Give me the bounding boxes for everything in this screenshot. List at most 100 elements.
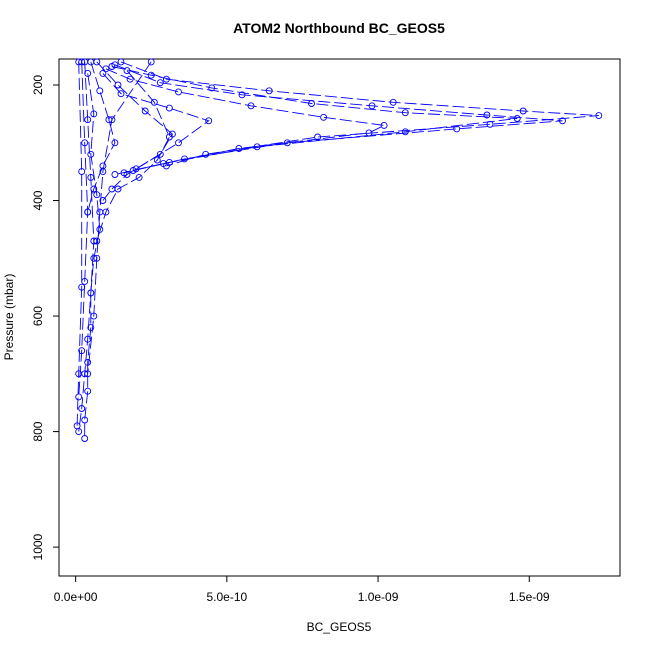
data-point (84, 69, 92, 77)
data-point (368, 102, 376, 110)
chart-title: ATOM2 Northbound BC_GEOS5 (233, 20, 445, 36)
data-point (99, 69, 107, 77)
x-tick-label: 1.0e-09 (358, 590, 399, 604)
data-point (84, 358, 92, 366)
profile-series (73, 58, 86, 430)
data-point (123, 171, 131, 178)
data-point (117, 90, 125, 98)
data-point (87, 289, 95, 297)
data-point (175, 88, 182, 96)
data-point (78, 168, 86, 176)
profile-series (102, 65, 388, 178)
profile-series (117, 58, 603, 170)
data-point (156, 79, 164, 87)
data-point (147, 71, 155, 79)
data-point (159, 160, 167, 168)
data-point (519, 107, 527, 115)
x-axis: 0.0e+00 5.0e-10 1.0e-09 1.5e-09 (54, 575, 550, 604)
data-point (150, 98, 158, 106)
data-point (78, 283, 86, 291)
profile-series (84, 58, 119, 216)
data-point (365, 129, 373, 137)
data-point (84, 370, 92, 378)
data-point (114, 185, 122, 193)
series-line (78, 61, 95, 432)
series-line (78, 61, 89, 397)
data-point (84, 116, 92, 124)
data-point (401, 109, 409, 117)
series-line (111, 66, 518, 174)
data-point (84, 387, 92, 395)
data-point (78, 347, 86, 355)
profile-series (75, 58, 92, 401)
data-point (513, 115, 521, 122)
data-point (81, 139, 89, 147)
data-point (108, 63, 116, 70)
data-point (87, 324, 95, 332)
data-point (90, 312, 98, 320)
profile-series (108, 63, 521, 177)
y-tick-label: 200 (31, 75, 45, 95)
x-tick-label: 5.0e-10 (206, 590, 247, 604)
series-line (120, 61, 599, 167)
data-point (205, 117, 213, 125)
data-point (380, 121, 388, 129)
data-point (75, 370, 83, 378)
y-tick-label: 800 (31, 421, 45, 441)
data-point (93, 237, 101, 245)
y-tick-label: 400 (31, 190, 45, 210)
data-point (235, 145, 243, 152)
data-point (147, 58, 155, 66)
data-point (320, 113, 328, 121)
data-point (483, 111, 491, 119)
series-line (102, 73, 210, 170)
data-point (75, 393, 83, 401)
data-point (153, 156, 161, 164)
y-tick-label: 1000 (31, 533, 45, 560)
data-series-layer (73, 58, 603, 442)
y-axis-label: Pressure (mbar) (2, 274, 16, 361)
y-tick-label: 600 (31, 306, 45, 326)
data-point (84, 335, 92, 343)
data-point (126, 75, 134, 83)
data-point (559, 117, 566, 125)
data-point (99, 168, 107, 176)
data-point (99, 197, 107, 204)
data-point (114, 81, 122, 89)
data-point (75, 58, 83, 66)
data-point (132, 165, 140, 173)
profile-series (84, 58, 155, 378)
series-line (96, 70, 170, 242)
series-line (105, 68, 386, 175)
data-point (87, 173, 95, 181)
data-point (90, 110, 98, 118)
data-point (165, 104, 173, 112)
data-point (175, 139, 182, 147)
series-line (114, 64, 563, 171)
profile-series (99, 69, 213, 173)
data-point (87, 150, 95, 158)
data-point (84, 208, 92, 216)
y-axis: 200 400 600 800 1000 (31, 75, 60, 560)
data-point (156, 150, 164, 158)
data-point (73, 422, 81, 430)
data-point (265, 87, 273, 95)
profile-series (75, 58, 98, 436)
x-tick-label: 0.0e+00 (54, 590, 98, 604)
data-point (238, 91, 246, 99)
profile-series (93, 58, 176, 204)
x-axis-label: BC_GEOS5 (307, 620, 372, 634)
data-point (111, 171, 119, 178)
data-point (93, 191, 101, 199)
data-point (165, 133, 173, 141)
series-line (76, 61, 83, 426)
data-point (308, 100, 315, 107)
data-point (102, 208, 110, 216)
data-point (202, 150, 210, 158)
data-point (111, 139, 119, 147)
data-point (96, 87, 104, 95)
x-tick-label: 1.5e-09 (509, 590, 550, 604)
series-line (87, 61, 152, 374)
data-point (93, 254, 101, 262)
